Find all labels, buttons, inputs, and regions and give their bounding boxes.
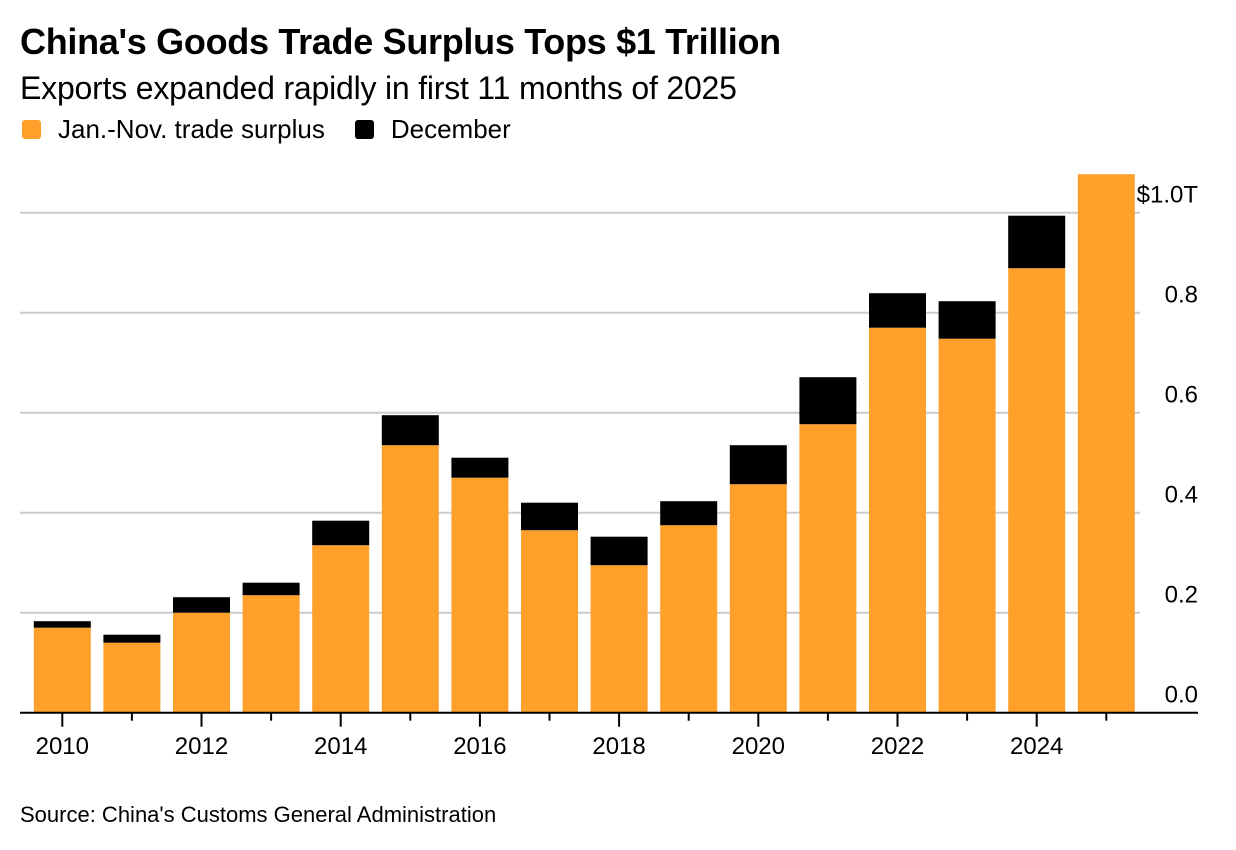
legend-item-jan-nov: Jan.-Nov. trade surplus bbox=[22, 114, 325, 145]
bar-jan-nov-2010 bbox=[33, 627, 91, 713]
bar-jan-nov-2024 bbox=[1008, 268, 1066, 713]
x-tick-label: 2012 bbox=[175, 733, 228, 760]
bar-jan-nov-2020 bbox=[729, 484, 787, 713]
bar-december-2024 bbox=[1008, 215, 1066, 269]
bar-jan-nov-2025 bbox=[1077, 174, 1135, 713]
bar-december-2017 bbox=[521, 502, 578, 531]
x-axis: 2010 2012 2014 2016 2018 2020 2022 2024 bbox=[20, 711, 1198, 760]
bar-december-2021 bbox=[799, 377, 857, 425]
bar-jan-nov-2023 bbox=[938, 338, 996, 713]
bar-december-2012 bbox=[173, 597, 230, 613]
chart-title: China's Goods Trade Surplus Tops $1 Tril… bbox=[20, 21, 781, 62]
x-tick-label: 2020 bbox=[732, 733, 785, 760]
bar-jan-nov-2012 bbox=[173, 612, 230, 713]
bar-jan-nov-2022 bbox=[869, 327, 926, 713]
x-tick-label: 2024 bbox=[1010, 733, 1063, 760]
x-tick-label: 2016 bbox=[453, 733, 506, 760]
bar-december-2013 bbox=[242, 582, 300, 596]
bar-jan-nov-2015 bbox=[381, 445, 439, 713]
x-tick-label: 2014 bbox=[314, 733, 367, 760]
y-tick-label: 0.2 bbox=[1165, 582, 1198, 609]
legend-label-december: December bbox=[390, 114, 511, 144]
bar-december-2016 bbox=[451, 457, 509, 478]
y-axis: 0.0 0.2 0.4 0.6 0.8 $1.0T bbox=[1137, 182, 1199, 709]
y-tick-label: $1.0T bbox=[1137, 182, 1199, 209]
bar-jan-nov-2017 bbox=[521, 530, 578, 713]
bar-jan-nov-2018 bbox=[590, 565, 648, 713]
bar-december-2022 bbox=[869, 293, 926, 328]
y-tick-label: 0.4 bbox=[1165, 482, 1198, 509]
bar-december-2023 bbox=[938, 301, 996, 339]
bar-jan-nov-2021 bbox=[799, 424, 857, 713]
chart-subtitle: Exports expanded rapidly in first 11 mon… bbox=[20, 70, 737, 106]
bar-december-2015 bbox=[381, 415, 439, 446]
x-tick-label: 2018 bbox=[592, 733, 645, 760]
legend-swatch-december bbox=[354, 120, 374, 139]
bar-jan-nov-2014 bbox=[312, 545, 370, 713]
y-tick-label: 0.8 bbox=[1165, 282, 1198, 309]
y-tick-label: 0.0 bbox=[1165, 682, 1198, 709]
bar-december-2014 bbox=[312, 520, 370, 546]
bar-jan-nov-2019 bbox=[660, 525, 718, 713]
x-tick-label: 2010 bbox=[36, 733, 89, 760]
y-tick-label: 0.6 bbox=[1165, 382, 1198, 409]
source-note: Source: China's Customs General Administ… bbox=[20, 802, 497, 827]
bar-jan-nov-2011 bbox=[103, 642, 161, 713]
bar-december-2020 bbox=[729, 445, 787, 485]
bar-jan-nov-2013 bbox=[242, 595, 300, 713]
legend-swatch-jan-nov bbox=[22, 120, 41, 139]
bar-december-2019 bbox=[660, 501, 718, 526]
legend: Jan.-Nov. trade surplus December bbox=[22, 114, 541, 145]
bars bbox=[33, 174, 1135, 713]
bar-december-2011 bbox=[103, 634, 161, 643]
bar-december-2018 bbox=[590, 536, 648, 566]
legend-label-jan-nov: Jan.-Nov. trade surplus bbox=[58, 114, 325, 144]
x-tick-label: 2022 bbox=[871, 733, 924, 760]
bar-december-2010 bbox=[33, 621, 91, 628]
bar-jan-nov-2016 bbox=[451, 477, 509, 713]
legend-item-december: December bbox=[354, 114, 511, 145]
